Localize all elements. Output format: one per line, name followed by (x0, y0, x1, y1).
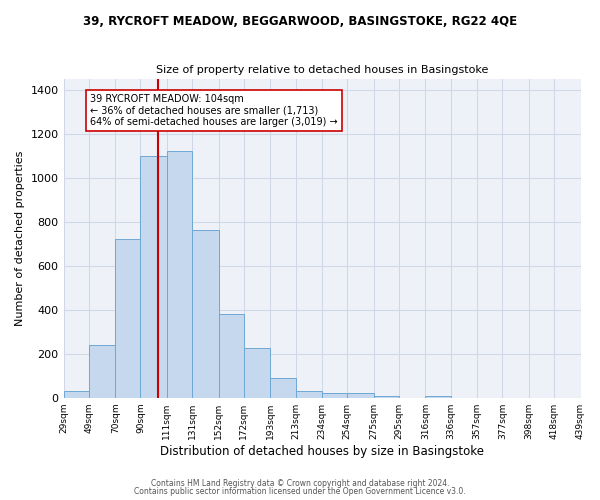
Bar (425, 396, 451, 398)
Bar (218, 314, 244, 398)
Bar (347, 394, 374, 398)
Text: 39, RYCROFT MEADOW, BEGGARWOOD, BASINGSTOKE, RG22 4QE: 39, RYCROFT MEADOW, BEGGARWOOD, BASINGST… (83, 15, 517, 28)
Text: Contains public sector information licensed under the Open Government Licence v3: Contains public sector information licen… (134, 487, 466, 496)
Text: Contains HM Land Registry data © Crown copyright and database right 2024.: Contains HM Land Registry data © Crown c… (151, 478, 449, 488)
Bar (244, 348, 271, 398)
Y-axis label: Number of detached properties: Number of detached properties (15, 150, 25, 326)
Bar (374, 396, 399, 398)
Title: Size of property relative to detached houses in Basingstoke: Size of property relative to detached ho… (156, 65, 488, 75)
Bar (115, 239, 140, 398)
Bar (192, 230, 218, 398)
Bar (322, 394, 347, 398)
Bar (89, 345, 115, 398)
Bar (140, 156, 167, 398)
Bar (167, 151, 192, 398)
Text: 39 RYCROFT MEADOW: 104sqm
← 36% of detached houses are smaller (1,713)
64% of se: 39 RYCROFT MEADOW: 104sqm ← 36% of detac… (90, 94, 338, 127)
Bar (296, 391, 322, 398)
X-axis label: Distribution of detached houses by size in Basingstoke: Distribution of detached houses by size … (160, 444, 484, 458)
Bar (271, 378, 296, 398)
Bar (64, 391, 89, 398)
